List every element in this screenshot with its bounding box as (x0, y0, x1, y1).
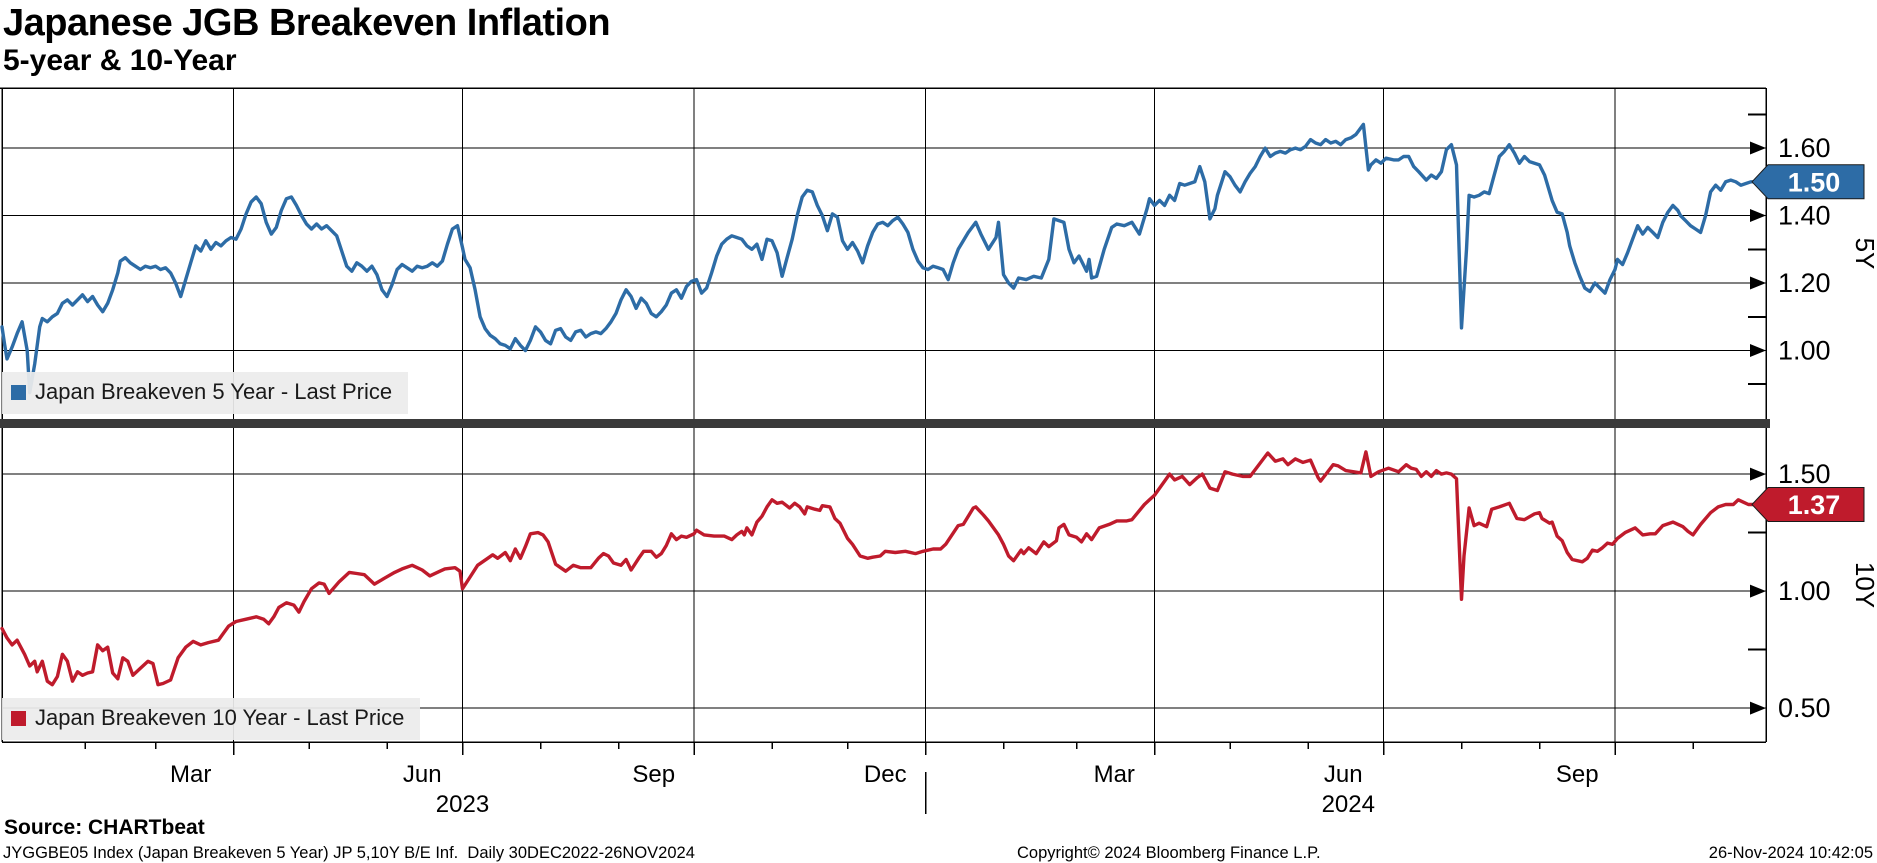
last-price-badge-5y (1751, 164, 1865, 200)
legend-5y: Japan Breakeven 5 Year - Last Price (2, 372, 409, 414)
ytick-arrow-icon (1750, 344, 1766, 358)
xtick-label-month: Mar (170, 761, 211, 788)
xtick-label-month: Sep (632, 761, 675, 788)
xtick-label-month: Sep (1556, 761, 1599, 788)
legend-label-5y: Japan Breakeven 5 Year - Last Price (35, 379, 393, 404)
series-line-5y (0, 122, 1758, 395)
ytick-arrow-icon (1750, 276, 1766, 290)
ytick-arrow-icon (1750, 209, 1766, 223)
y-axis-title-10y: 10Y (1850, 562, 1877, 608)
ytick-label-5y: 1.20 (1778, 268, 1831, 298)
last-price-value-10y: 1.37 (1788, 490, 1841, 520)
page-subtitle: 5-year & 10-Year (3, 44, 237, 77)
legend-swatch-10y-icon (11, 710, 26, 726)
page-title: Japanese JGB Breakeven Inflation (3, 2, 611, 44)
security-info: JYGGBE05 Index (Japan Breakeven 5 Year) … (3, 844, 695, 862)
xtick-label-year: 2023 (436, 791, 489, 818)
xtick-label-month: Mar (1094, 761, 1135, 788)
legend-swatch-5y-icon (11, 384, 26, 400)
timestamp-text: 26-Nov-2024 10:42:05 (1708, 844, 1873, 862)
source-label: Source: CHARTbeat (4, 816, 205, 839)
xtick-label-year: 2024 (1322, 791, 1375, 818)
ytick-arrow-icon (1750, 141, 1766, 155)
ytick-label-5y: 1.60 (1778, 133, 1831, 163)
series-line-10y (0, 450, 1758, 687)
xtick-label-month: Jun (1324, 761, 1363, 788)
ytick-label-10y: 0.50 (1778, 693, 1831, 723)
ytick-arrow-icon (1750, 701, 1766, 715)
ytick-label-5y: 1.40 (1778, 201, 1831, 231)
ytick-label-10y: 1.50 (1778, 459, 1831, 489)
ytick-arrow-icon (1750, 584, 1766, 598)
xtick-label-month: Dec (864, 761, 907, 788)
copyright-text: Copyright© 2024 Bloomberg Finance L.P. (1017, 844, 1321, 862)
ytick-label-5y: 1.00 (1778, 336, 1831, 366)
ytick-arrow-icon (1750, 467, 1766, 481)
legend-label-10y: Japan Breakeven 10 Year - Last Price (35, 705, 405, 730)
y-axis-title-5y: 5Y (1850, 238, 1877, 270)
xtick-label-month: Jun (403, 761, 442, 788)
panel-divider (0, 419, 1770, 428)
legend-10y: Japan Breakeven 10 Year - Last Price (2, 698, 421, 740)
last-price-badge-10y (1751, 487, 1865, 523)
last-price-value-5y: 1.50 (1788, 167, 1841, 197)
ytick-label-10y: 1.00 (1778, 576, 1831, 606)
